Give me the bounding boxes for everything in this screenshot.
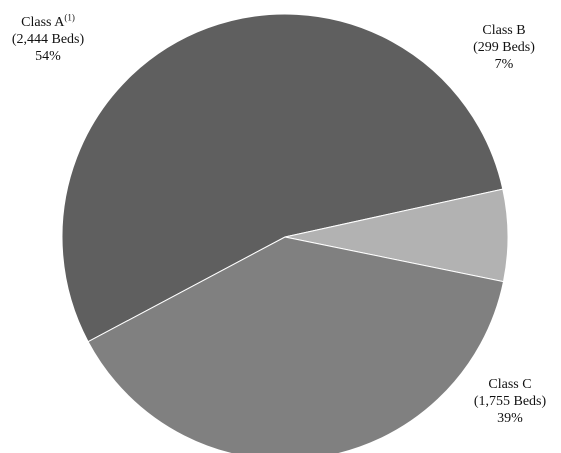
slice-name-class-c: Class C (488, 377, 532, 392)
slice-beds-class-c: (1,755 Beds) (473, 394, 547, 409)
slice-percent-class-c: 39% (497, 411, 523, 426)
slice-label-class-b: Class B (299 Beds) 7% (452, 22, 556, 73)
footnote-marker: (1) (64, 12, 75, 23)
slice-beds-class-a: (2,444 Beds) (11, 32, 85, 47)
pie-slice-class-a (61, 13, 504, 343)
pie-slice-class-c (87, 236, 505, 453)
slice-name-class-b: Class B (482, 23, 526, 38)
slice-beds-class-b: (299 Beds) (473, 40, 535, 55)
slice-label-class-c: Class C (1,755 Beds) 39% (462, 376, 558, 427)
slice-name-class-a: Class A(1) (21, 12, 75, 30)
slice-percent-class-a: 54% (35, 49, 61, 64)
slice-percent-class-b: 7% (494, 57, 514, 72)
pie-slices (61, 13, 509, 453)
slice-label-class-a: Class A(1) (2,444 Beds) 54% (0, 12, 96, 65)
